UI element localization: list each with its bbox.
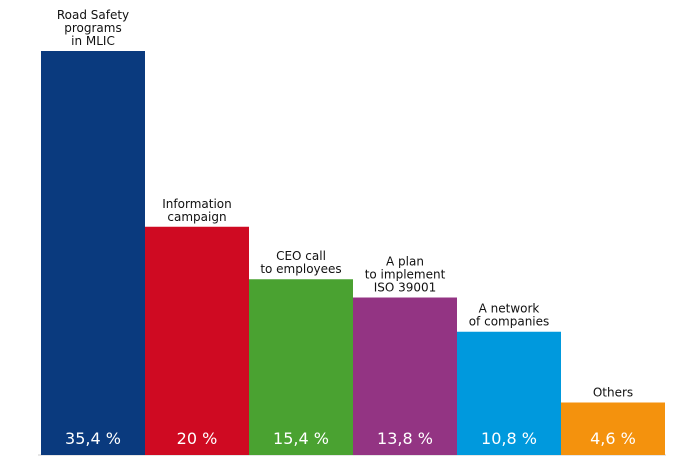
bar-2 [249,279,353,455]
category-label-line: Others [593,386,633,400]
category-label-line: ISO 39001 [374,281,437,295]
bar-0 [41,51,145,455]
bar-4 [457,331,561,455]
category-label-line: to employees [260,262,341,276]
value-label-3: 13,8 % [377,429,433,448]
value-label-2: 15,4 % [273,429,329,448]
category-label-1: Information campaign [162,197,231,224]
bar-1 [145,226,249,455]
category-label-line: in MLIC [71,34,115,48]
category-label-2: CEO call to employees [260,249,341,276]
category-label-3: A plan to implement ISO 39001 [365,255,446,295]
category-label-line: programs [64,21,121,35]
value-label-5: 4,6 % [590,429,636,448]
category-label-0: Road Safety programs in MLIC [57,8,129,48]
value-label-1: 20 % [177,429,218,448]
value-label-4: 10,8 % [481,429,537,448]
category-label-line: Information [162,197,231,211]
category-label-line: A plan [386,255,424,269]
bar-3 [353,297,457,455]
category-label-5: Others [593,386,633,400]
category-label-line: campaign [167,210,226,224]
bar-5 [561,402,665,455]
category-label-line: A network [479,302,540,316]
category-label-line: Road Safety [57,8,129,22]
value-label-0: 35,4 % [65,429,121,448]
category-label-line: of companies [469,315,550,329]
category-label-line: CEO call [276,249,326,263]
category-label-4: A network of companies [469,302,550,329]
category-label-line: to implement [365,268,446,282]
